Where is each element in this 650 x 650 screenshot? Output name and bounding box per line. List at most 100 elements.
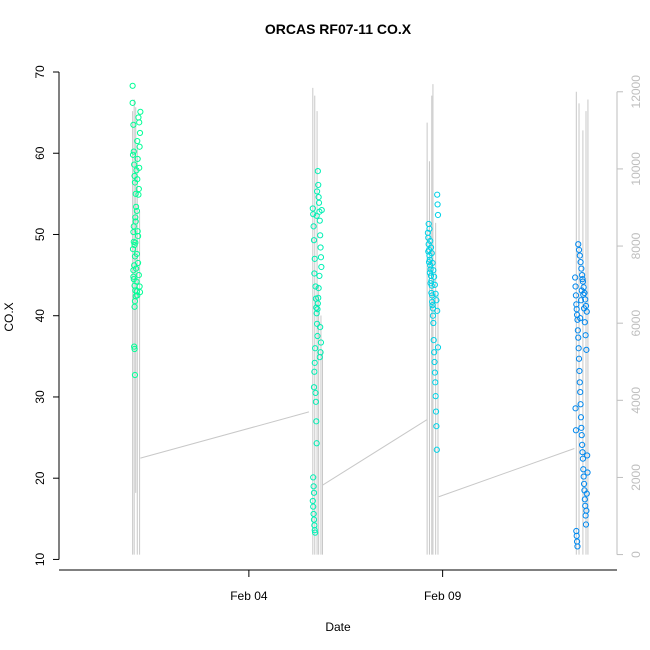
data-point xyxy=(131,371,139,379)
data-point xyxy=(317,244,324,251)
data-point xyxy=(572,292,580,299)
data-point xyxy=(311,270,318,277)
data-point xyxy=(133,265,140,272)
data-point xyxy=(431,349,438,356)
data-point xyxy=(133,167,140,174)
data-point xyxy=(584,452,591,459)
data-point xyxy=(574,327,581,334)
data-point xyxy=(312,345,319,352)
data-point xyxy=(310,489,318,496)
data-point xyxy=(130,223,137,230)
data-point xyxy=(315,194,322,201)
data-point xyxy=(427,237,434,245)
data-point xyxy=(430,336,437,344)
y2-tick-label: 8000 xyxy=(629,232,643,259)
data-point xyxy=(136,289,144,296)
data-point xyxy=(427,280,434,287)
data-point xyxy=(130,121,137,128)
data-point xyxy=(312,283,319,290)
data-point xyxy=(310,510,317,518)
data-point xyxy=(576,367,583,375)
data-point xyxy=(581,319,588,326)
data-point xyxy=(315,181,322,189)
data-point xyxy=(133,207,140,215)
data-point xyxy=(310,384,318,391)
data-point xyxy=(572,274,579,281)
data-point xyxy=(434,344,442,351)
data-point xyxy=(579,271,586,279)
data-point xyxy=(432,379,439,386)
data-point xyxy=(575,241,582,248)
data-point xyxy=(434,191,441,198)
data-point xyxy=(433,446,440,453)
x-axis-label: Date xyxy=(325,620,351,634)
data-point xyxy=(429,302,436,309)
data-point xyxy=(313,440,320,447)
data-point xyxy=(434,201,441,208)
data-point xyxy=(132,214,139,221)
data-point xyxy=(577,259,584,266)
data-point xyxy=(316,354,323,361)
data-point xyxy=(317,323,324,331)
data-point xyxy=(575,334,582,341)
data-point xyxy=(575,246,583,254)
data-point xyxy=(429,305,437,312)
data-point xyxy=(583,346,590,353)
altitude-connector xyxy=(322,419,428,486)
data-point xyxy=(315,284,322,292)
data-point xyxy=(576,379,583,386)
data-point xyxy=(130,228,137,236)
altitude-connector xyxy=(140,411,310,459)
y-axis-label: CO.X xyxy=(2,302,16,331)
y2-tick-label: 4000 xyxy=(629,387,643,414)
data-point xyxy=(579,278,587,285)
plot-layer xyxy=(129,82,591,555)
chart-title: ORCAS RF07-11 CO.X xyxy=(265,21,412,37)
data-point xyxy=(426,269,433,276)
data-point xyxy=(582,502,589,509)
data-point xyxy=(573,532,580,539)
y-tick-label: 10 xyxy=(33,552,47,566)
data-point xyxy=(317,339,325,346)
data-point xyxy=(572,405,579,412)
data-point xyxy=(429,298,436,306)
data-point xyxy=(315,199,323,206)
data-point xyxy=(314,306,321,313)
data-point xyxy=(131,343,138,350)
data-point xyxy=(580,305,588,312)
data-point xyxy=(430,319,437,327)
data-point xyxy=(311,368,318,375)
data-point xyxy=(431,273,438,280)
data-point xyxy=(129,99,136,106)
data-point xyxy=(425,259,433,266)
data-point xyxy=(584,469,591,476)
data-point xyxy=(310,211,317,218)
data-point xyxy=(129,246,137,253)
data-point xyxy=(431,369,438,376)
y2-tick-label: 6000 xyxy=(629,310,643,337)
data-point xyxy=(312,389,319,396)
data-point xyxy=(427,266,434,273)
data-point xyxy=(130,273,137,280)
data-point xyxy=(133,250,140,258)
data-point xyxy=(317,232,324,239)
data-point xyxy=(316,217,323,224)
data-point xyxy=(314,168,321,175)
data-point xyxy=(312,398,320,405)
data-point xyxy=(579,449,586,456)
data-point xyxy=(428,289,435,297)
y-tick-label: 70 xyxy=(33,65,47,79)
data-point xyxy=(429,312,437,319)
data-point xyxy=(432,290,439,297)
data-point xyxy=(425,248,432,255)
data-point xyxy=(310,503,317,510)
data-point xyxy=(575,345,582,352)
data-point xyxy=(582,521,590,528)
data-point xyxy=(580,466,587,473)
data-point xyxy=(572,427,580,434)
data-point xyxy=(582,332,589,339)
data-point xyxy=(579,276,586,283)
x-tick-label: Feb 04 xyxy=(230,589,268,603)
data-point xyxy=(309,205,316,212)
data-point xyxy=(131,345,138,353)
